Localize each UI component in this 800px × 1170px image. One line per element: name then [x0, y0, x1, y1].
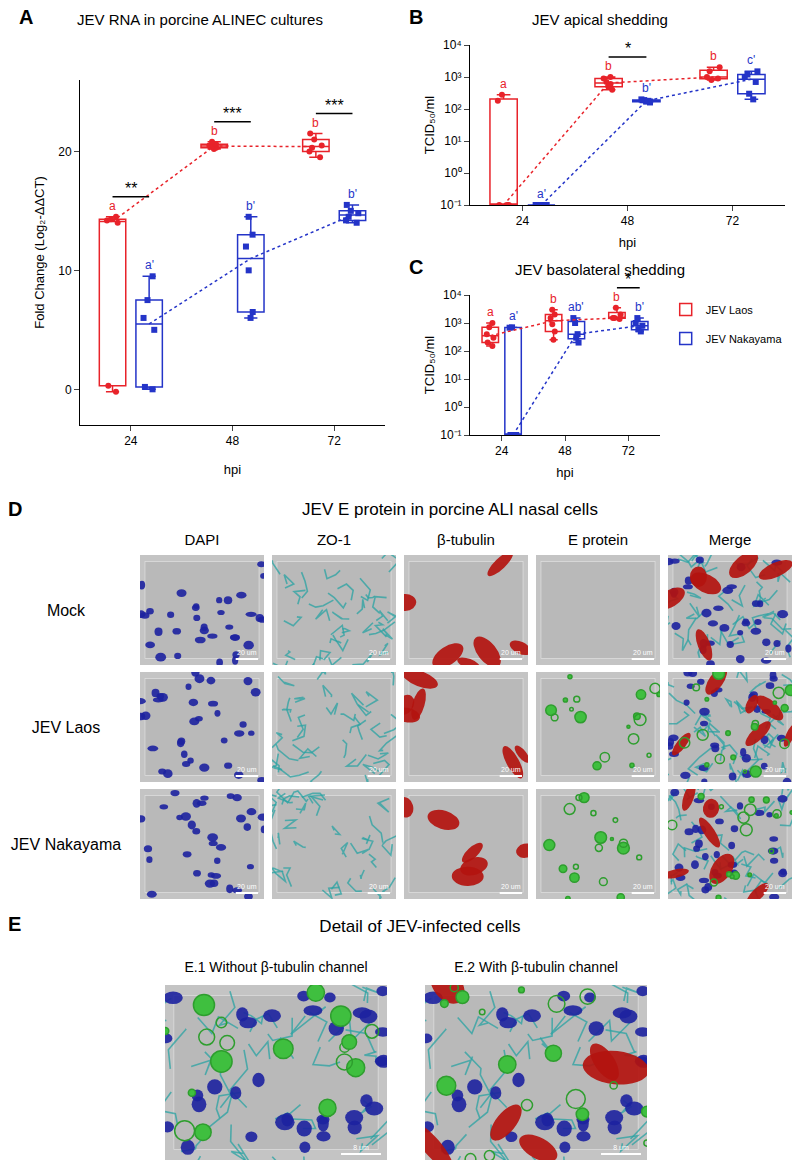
- svg-text:20 um: 20 um: [501, 766, 521, 773]
- svg-text:Detail of JEV-infected cells: Detail of JEV-infected cells: [319, 917, 520, 936]
- svg-text:20 um: 20 um: [237, 883, 257, 890]
- svg-text:Merge: Merge: [709, 531, 752, 548]
- svg-text:C: C: [409, 256, 423, 278]
- svg-text:D: D: [8, 498, 22, 520]
- svg-text:10³: 10³: [444, 316, 461, 330]
- svg-text:b: b: [312, 116, 319, 130]
- svg-text:hpi: hpi: [556, 465, 573, 480]
- svg-text:b: b: [550, 292, 557, 306]
- svg-text:E: E: [8, 913, 21, 935]
- svg-text:10⁰: 10⁰: [444, 400, 461, 414]
- svg-text:20 um: 20 um: [633, 649, 653, 656]
- svg-text:***: ***: [223, 105, 242, 122]
- svg-text:JEV RNA in porcine ALINEC cult: JEV RNA in porcine ALINEC cultures: [77, 11, 323, 28]
- svg-text:a': a': [145, 258, 154, 272]
- svg-text:10: 10: [58, 264, 72, 278]
- svg-text:hpi: hpi: [619, 235, 636, 250]
- svg-text:b': b': [348, 187, 357, 201]
- svg-text:***: ***: [325, 97, 344, 114]
- svg-text:b: b: [613, 290, 620, 304]
- svg-text:a': a': [509, 309, 518, 323]
- svg-text:a: a: [109, 199, 116, 213]
- svg-text:24: 24: [124, 434, 138, 448]
- svg-text:JEV Nakayama: JEV Nakayama: [11, 836, 121, 853]
- svg-text:72: 72: [327, 434, 341, 448]
- svg-text:20 um: 20 um: [633, 883, 653, 890]
- svg-text:20 um: 20 um: [501, 883, 521, 890]
- svg-text:10⁰: 10⁰: [444, 166, 461, 180]
- svg-text:10⁻¹: 10⁻¹: [440, 428, 461, 442]
- svg-text:JEV apical shedding: JEV apical shedding: [532, 11, 668, 28]
- svg-text:0: 0: [65, 383, 72, 397]
- svg-text:8 um: 8 um: [353, 1144, 369, 1151]
- svg-text:JEV basolateral shedding: JEV basolateral shedding: [515, 261, 685, 278]
- svg-text:24: 24: [516, 214, 530, 228]
- svg-text:48: 48: [226, 434, 240, 448]
- svg-text:20 um: 20 um: [765, 766, 785, 773]
- svg-text:72: 72: [726, 214, 740, 228]
- svg-text:TCID₅₀/ml: TCID₅₀/ml: [422, 336, 437, 394]
- svg-text:E.1 Without β-tubulin channel: E.1 Without β-tubulin channel: [184, 959, 367, 975]
- svg-text:E protein: E protein: [568, 531, 628, 548]
- svg-text:a: a: [500, 77, 507, 91]
- svg-text:Mock: Mock: [47, 602, 86, 619]
- svg-text:JEV Laos: JEV Laos: [706, 304, 754, 316]
- svg-text:c': c': [747, 53, 755, 67]
- svg-text:24: 24: [495, 444, 509, 458]
- svg-text:10⁴: 10⁴: [443, 38, 462, 52]
- svg-text:b: b: [710, 49, 717, 63]
- svg-text:20 um: 20 um: [369, 649, 389, 656]
- svg-text:ab': ab': [568, 300, 584, 314]
- svg-text:10²: 10²: [444, 344, 461, 358]
- svg-text:b': b': [642, 81, 651, 95]
- svg-text:E.2 With β-tubulin channel: E.2 With β-tubulin channel: [454, 959, 618, 975]
- svg-text:**: **: [125, 180, 137, 197]
- svg-text:ZO-1: ZO-1: [317, 531, 351, 548]
- svg-text:A: A: [19, 6, 33, 28]
- svg-text:*: *: [625, 271, 631, 288]
- svg-text:JEV Nakayama: JEV Nakayama: [706, 333, 783, 345]
- svg-text:B: B: [409, 6, 423, 28]
- svg-text:b': b': [635, 300, 644, 314]
- svg-text:72: 72: [622, 444, 636, 458]
- svg-text:10⁻¹: 10⁻¹: [440, 198, 461, 212]
- svg-text:hpi: hpi: [224, 462, 241, 477]
- svg-text:b: b: [605, 59, 612, 73]
- svg-text:20 um: 20 um: [369, 883, 389, 890]
- svg-text:48: 48: [621, 214, 635, 228]
- svg-text:20 um: 20 um: [765, 883, 785, 890]
- svg-text:JEV E protein in porcine ALI n: JEV E protein in porcine ALI nasal cells: [302, 500, 598, 519]
- svg-text:10⁴: 10⁴: [443, 288, 462, 302]
- svg-text:10²: 10²: [444, 102, 461, 116]
- svg-text:a': a': [537, 187, 546, 201]
- svg-text:a: a: [487, 305, 494, 319]
- svg-text:JEV Laos: JEV Laos: [32, 719, 100, 736]
- svg-text:20 um: 20 um: [501, 649, 521, 656]
- svg-text:b: b: [211, 124, 218, 138]
- svg-text:20 um: 20 um: [237, 649, 257, 656]
- svg-text:*: *: [625, 40, 631, 57]
- svg-text:20: 20: [58, 145, 72, 159]
- svg-text:β-tubulin: β-tubulin: [437, 531, 495, 548]
- svg-text:20 um: 20 um: [633, 766, 653, 773]
- svg-text:Fold Change (Log₂-ΔΔCT): Fold Change (Log₂-ΔΔCT): [32, 176, 47, 328]
- svg-text:48: 48: [558, 444, 572, 458]
- svg-text:10³: 10³: [444, 70, 461, 84]
- svg-text:DAPI: DAPI: [184, 531, 219, 548]
- svg-text:20 um: 20 um: [237, 766, 257, 773]
- svg-text:b': b': [246, 199, 255, 213]
- svg-text:20 um: 20 um: [765, 649, 785, 656]
- svg-text:TCID₅₀/ml: TCID₅₀/ml: [422, 96, 437, 154]
- svg-text:8 um: 8 um: [613, 1144, 629, 1151]
- svg-text:20 um: 20 um: [369, 766, 389, 773]
- svg-text:10¹: 10¹: [444, 372, 461, 386]
- svg-text:10¹: 10¹: [444, 134, 461, 148]
